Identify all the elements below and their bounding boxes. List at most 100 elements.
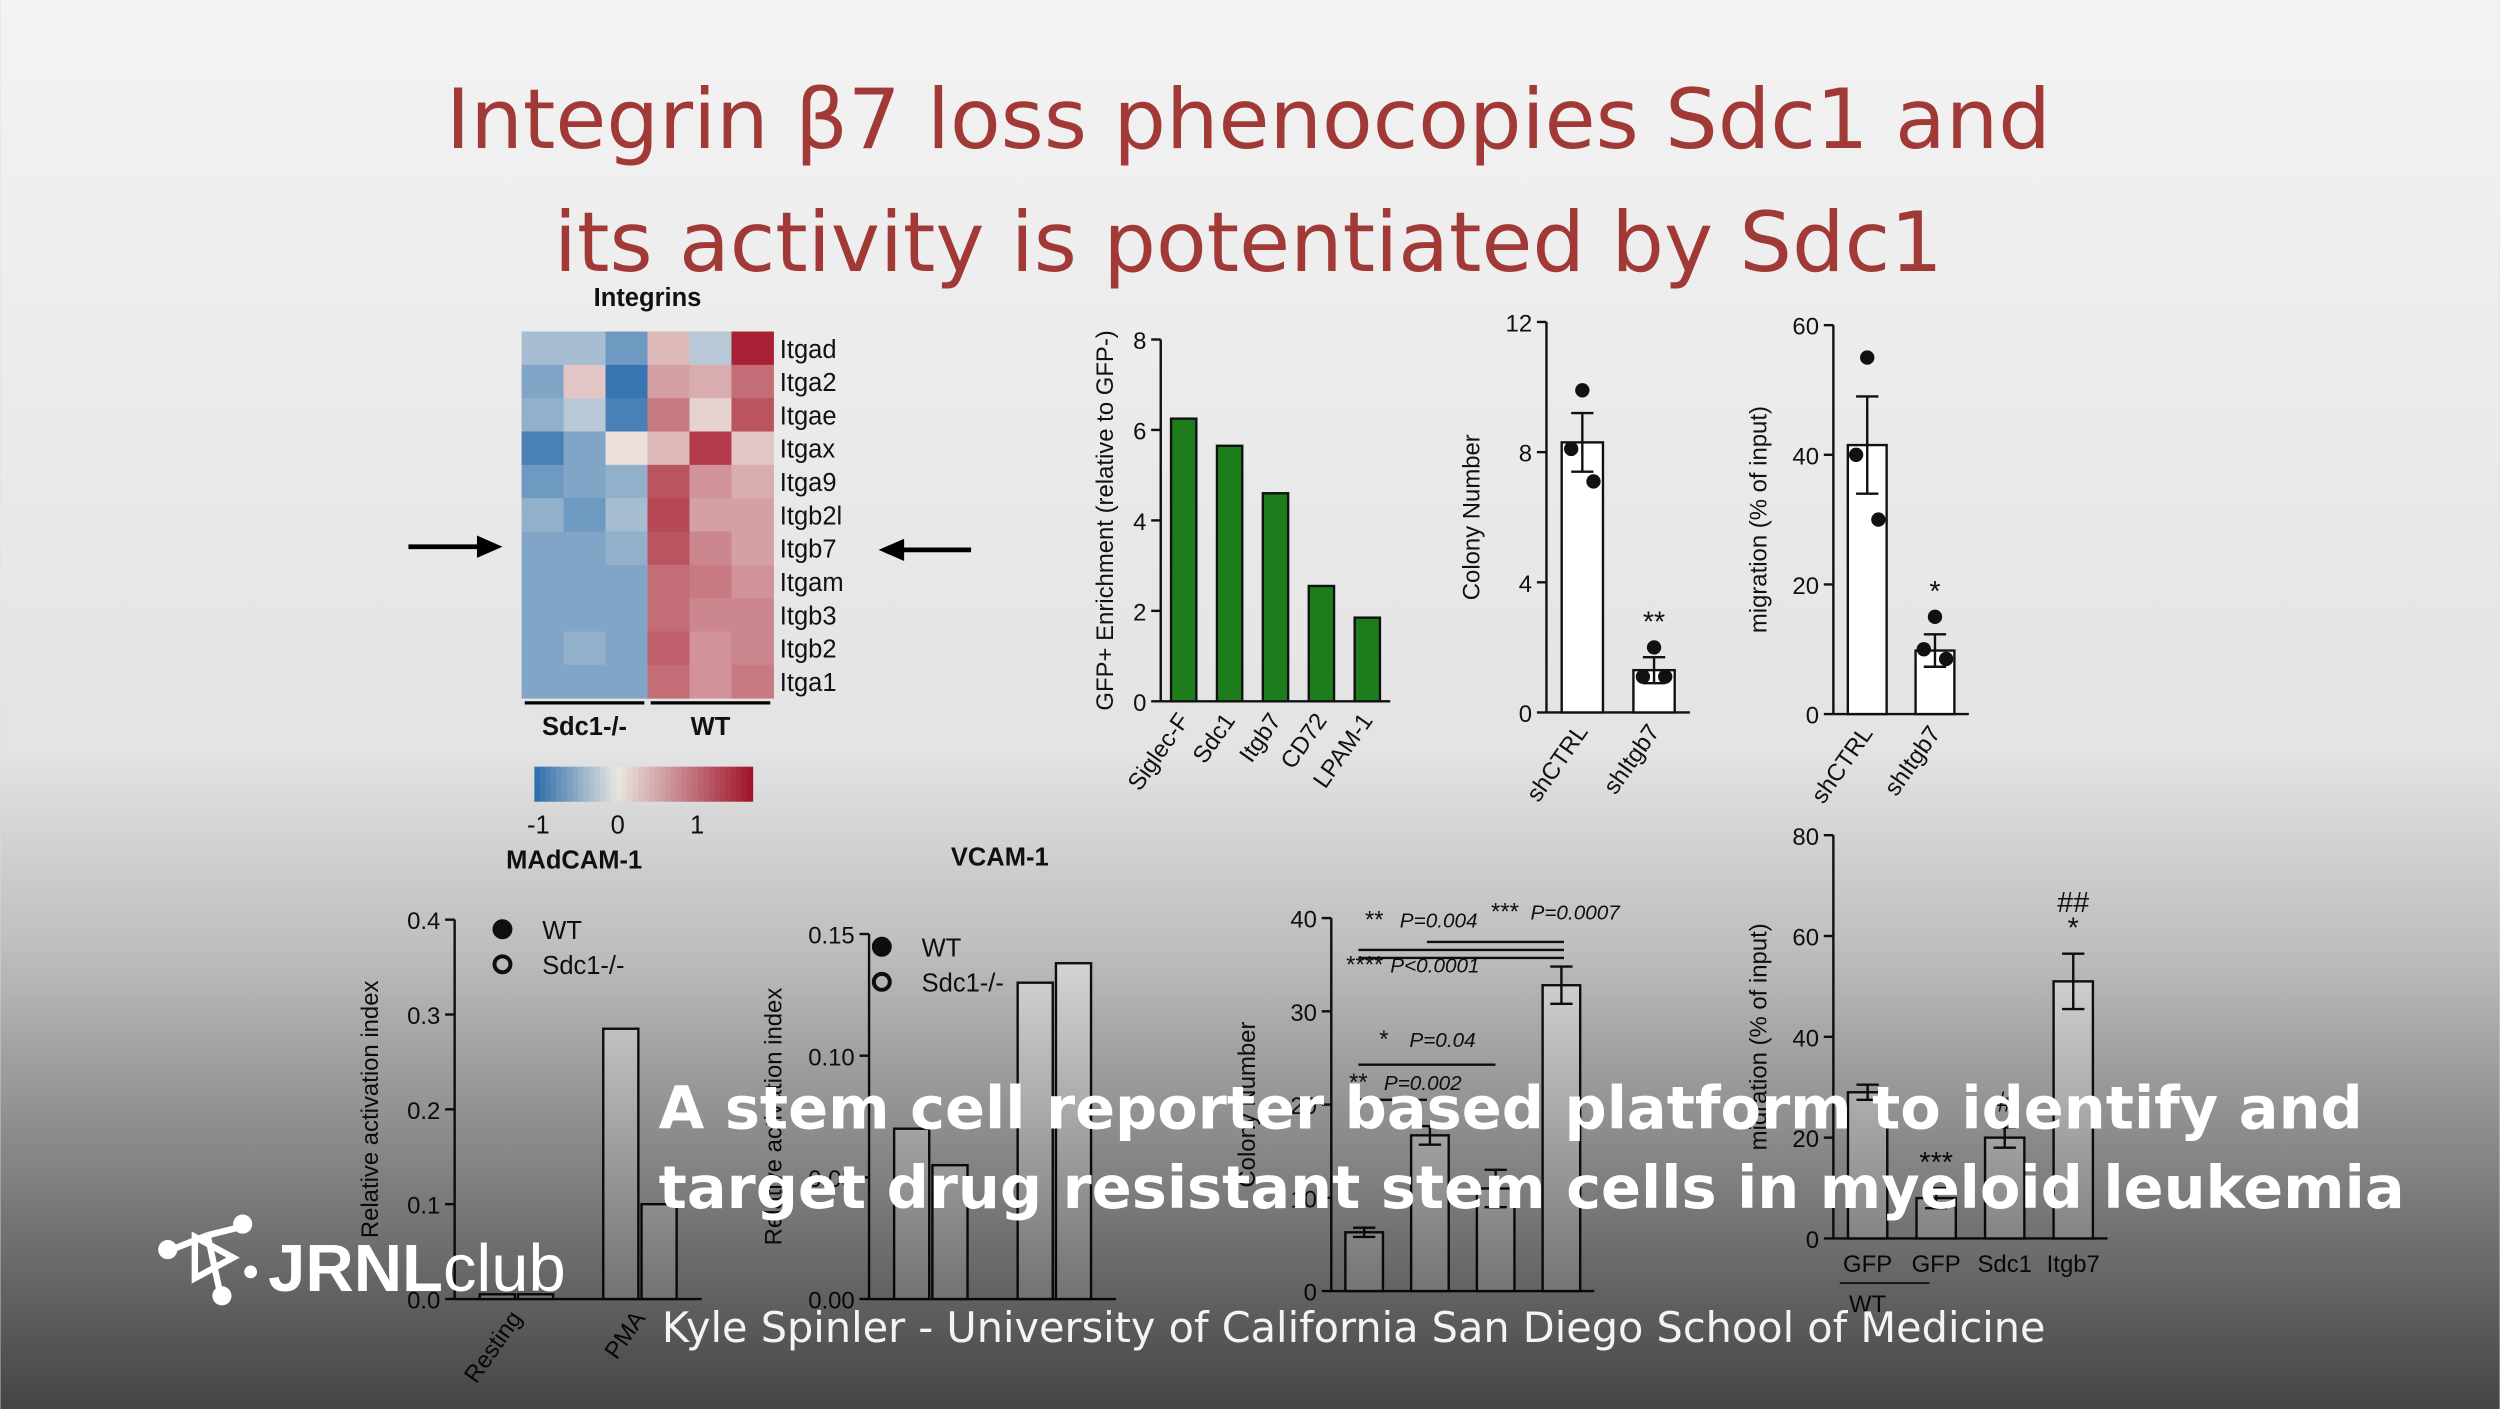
heatmap-cell: [731, 398, 774, 432]
y-tick-label: 4: [1519, 571, 1532, 598]
data-point: [1848, 447, 1864, 462]
heatmap-cell: [731, 331, 774, 366]
heatmap-cell: [605, 498, 648, 532]
heatmap-cell: [731, 498, 774, 532]
row-label: Itgb3: [780, 602, 837, 630]
slide-title: its activity is potentiated by Sdc1: [554, 194, 1943, 291]
heatmap-cell: [563, 398, 607, 432]
heatmap-cell: [647, 631, 690, 666]
heatmap-cell: [521, 364, 565, 399]
y-axis-label: Colony Number: [1459, 434, 1486, 600]
heatmap-cell: [689, 464, 732, 499]
heatmap-cell: [521, 398, 565, 432]
headline: target drug resistant stem cells in myel…: [659, 1153, 2405, 1222]
heatmap-cell: [521, 498, 565, 532]
slide-title: Integrin β7 loss phenocopies Sdc1 and: [446, 71, 2051, 168]
bar: [1169, 417, 1198, 703]
svg-text:JRNLclub: JRNLclub: [268, 1231, 566, 1306]
row-label: Itgax: [780, 436, 836, 464]
headline: A stem cell reporter based platform to i…: [659, 1073, 2363, 1142]
heatmap-cell: [605, 331, 648, 366]
heatmap-cell: [689, 564, 732, 599]
y-axis-label: migration (% of input): [1745, 406, 1772, 633]
heatmap-cell: [521, 631, 565, 666]
heatmap-cell: [689, 531, 732, 566]
error-bar: [1642, 655, 1666, 685]
bar: [1307, 584, 1336, 703]
error-bar: [1571, 411, 1594, 473]
heatmap-cell: [521, 331, 565, 366]
heatmap-cell: [647, 598, 690, 632]
heatmap-cell: [605, 664, 648, 699]
heatmap-cell: [605, 364, 648, 399]
heatmap-cell: [563, 431, 607, 466]
heatmap-cell: [521, 431, 565, 466]
heatmap-cell: [689, 498, 732, 532]
significance: **: [1643, 606, 1665, 638]
byline: Kyle Spinler - University of California …: [662, 1304, 2046, 1352]
heatmap-cell: [521, 664, 565, 699]
heatmap-cell: [605, 531, 648, 566]
heatmap-cell: [689, 331, 732, 366]
heatmap-cell: [731, 464, 774, 499]
bar: [1261, 492, 1290, 703]
group-label: WT: [691, 713, 731, 741]
row-label: Itga1: [780, 669, 837, 697]
group-label: Sdc1-/-: [542, 713, 627, 741]
row-label: Itgad: [780, 336, 837, 364]
y-tick-label: 12: [1506, 311, 1533, 338]
heatmap-cell: [563, 531, 607, 566]
heatmap-cell: [689, 431, 732, 466]
heatmap-cell: [563, 331, 607, 366]
row-label: Itga2: [780, 369, 837, 397]
heatmap-cell: [731, 364, 774, 399]
y-tick-label: 0: [1806, 703, 1819, 730]
heatmap-cell: [689, 398, 732, 432]
heatmap-cell: [605, 598, 648, 632]
data-point: [1916, 642, 1931, 657]
arrows: [408, 535, 972, 562]
heatmap-cell: [521, 531, 565, 566]
heatmap-cell: [563, 631, 607, 666]
y-tick-label: 40: [1792, 443, 1819, 470]
logo: JRNLclub: [158, 1214, 566, 1306]
overlay-shade: [0, 749, 2500, 1409]
row-label: Itgb2: [780, 636, 837, 664]
logo-text: club: [443, 1231, 566, 1306]
logo-text: JRNL: [268, 1231, 443, 1306]
bar: [1353, 616, 1382, 703]
data-point: [1871, 512, 1886, 527]
y-tick-label: 20: [1792, 573, 1819, 600]
row-label: Itgae: [780, 402, 837, 430]
heatmap-cell: [647, 464, 690, 499]
row-label: Itgb7: [780, 536, 837, 564]
heatmap-cell: [689, 631, 732, 666]
heatmap-cell: [605, 464, 648, 499]
y-tick-label: 8: [1133, 328, 1146, 355]
heatmap-cell: [647, 364, 690, 399]
heatmap-cell: [647, 398, 690, 432]
heatmap-cell: [731, 631, 774, 666]
heatmap-cell: [731, 564, 774, 599]
error-bar: [1923, 633, 1947, 668]
data-point: [1658, 669, 1673, 684]
heatmap-title: Integrins: [594, 284, 702, 312]
heatmap-cell: [647, 331, 690, 366]
row-label: Itgb2l: [780, 502, 842, 530]
y-tick-label: 2: [1133, 599, 1146, 626]
heatmap-cell: [647, 498, 690, 532]
heatmap-cell: [521, 464, 565, 499]
heatmap-cell: [563, 664, 607, 699]
bar: [1215, 444, 1244, 703]
heatmap-cell: [647, 664, 690, 699]
heatmap-cell: [521, 564, 565, 599]
significance: *: [1929, 576, 1940, 608]
heatmap-cell: [689, 364, 732, 399]
y-tick-label: 8: [1519, 441, 1532, 468]
heatmap-cell: [563, 464, 607, 499]
y-tick-label: 0: [1133, 690, 1146, 717]
data-point: [1563, 441, 1579, 457]
data-point: [1586, 474, 1601, 489]
